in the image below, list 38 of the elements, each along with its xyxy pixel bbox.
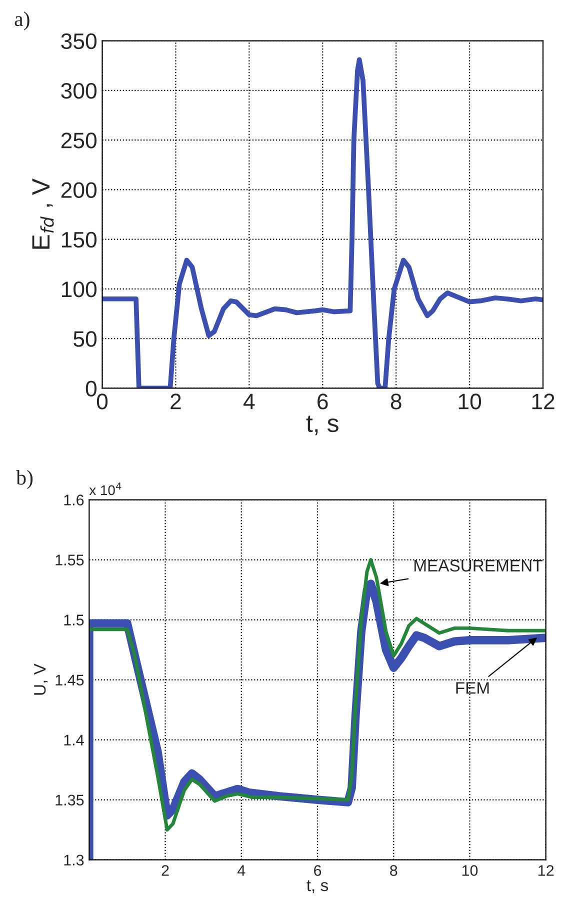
y-tick-label: 350: [61, 33, 97, 50]
x-tick-label: 12: [538, 865, 554, 876]
annotation: FEM: [456, 682, 489, 694]
line-series: [89, 558, 546, 832]
y-tick-label: 0: [86, 380, 97, 396]
x-tick-label: 2: [162, 865, 169, 876]
x-tick-label: 6: [314, 865, 322, 876]
x-tick-label: 4: [238, 865, 246, 876]
x-axis-title: t, s: [306, 416, 338, 436]
x-axis-title: t, s: [306, 880, 328, 894]
y-tick-label: 1.45: [56, 674, 84, 686]
text: x 10$^{4}$: [89, 482, 122, 496]
x-tick-label: 10: [458, 394, 482, 410]
x-tick-label: 8: [390, 865, 398, 876]
x-tick-label: 6: [318, 394, 328, 410]
y-axis-title: E$_{fd}$ , V: [32, 178, 54, 249]
y-tick-label: 1.6: [64, 494, 84, 506]
y-tick-label: 1.55: [56, 554, 84, 566]
x-tick-label: 4: [243, 394, 255, 410]
x-tick-label: 12: [532, 394, 554, 410]
y-tick-label: 150: [62, 232, 97, 248]
y-tick-label: 300: [61, 82, 97, 99]
y-tick-label: 1.4: [64, 734, 84, 746]
y-tick-label: 250: [61, 132, 97, 148]
chart-title: b): [16, 470, 33, 489]
y-tick-label: 200: [61, 182, 97, 198]
chart-title: a): [14, 12, 30, 30]
x-tick-label: 2: [170, 394, 181, 410]
y-tick-label: 100: [62, 281, 97, 298]
y-tick-label: 1.5: [64, 614, 84, 626]
y-tick-label: 50: [74, 331, 97, 347]
x-tick-label: 0: [96, 394, 108, 410]
y-tick-label: 1.3: [64, 854, 84, 866]
x-tick-label: 8: [390, 394, 402, 410]
y-tick-label: 1.35: [56, 794, 84, 806]
y-axis-title: U, V: [34, 664, 48, 695]
annotation: MEASUREMENT: [414, 560, 542, 572]
x-tick-label: 10: [462, 865, 478, 876]
